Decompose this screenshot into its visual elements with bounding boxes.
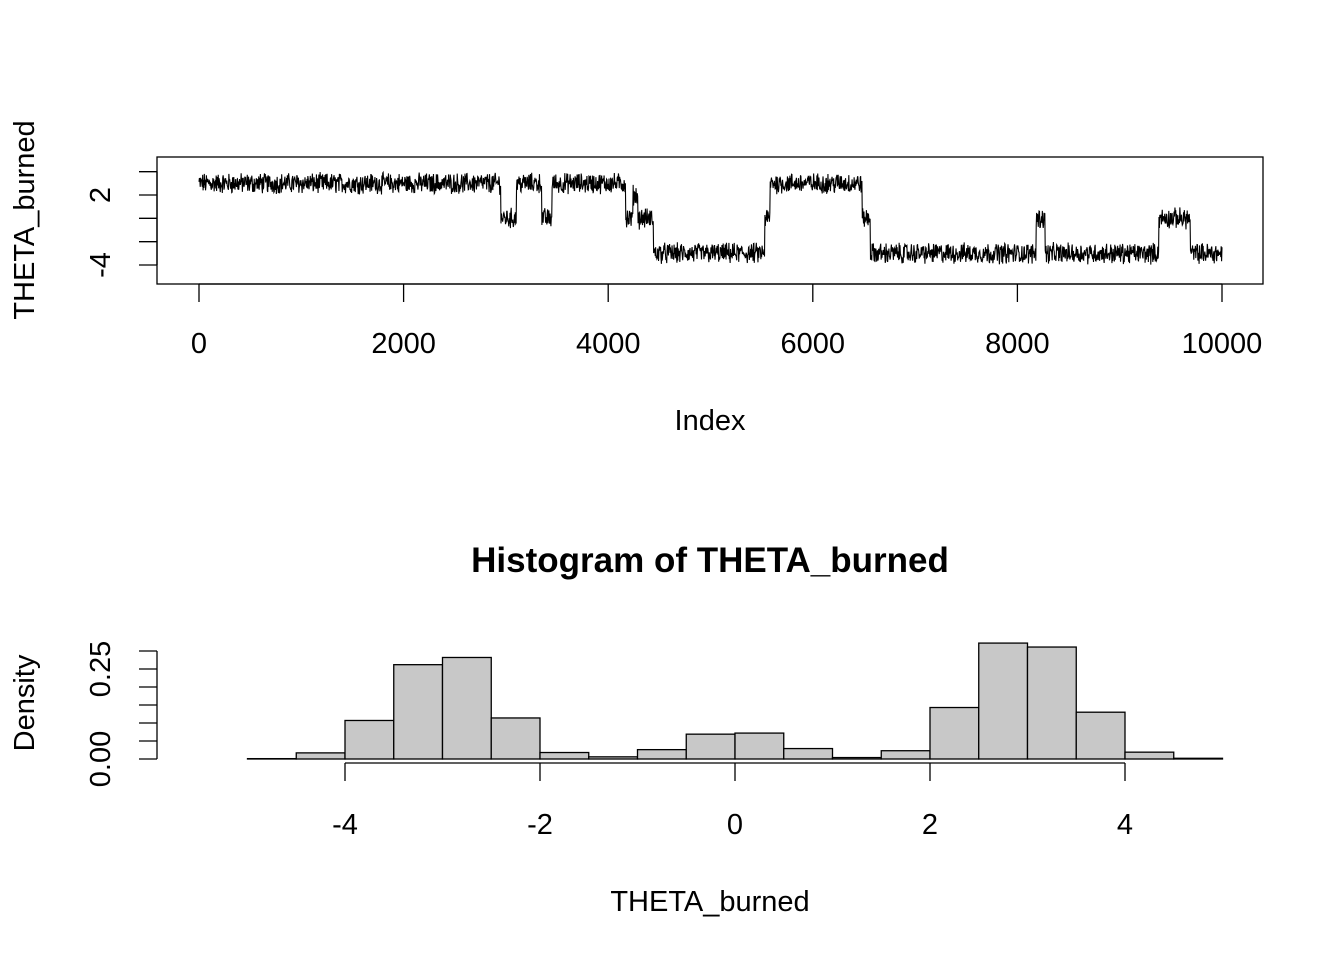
histogram-bar [734,732,785,760]
histogram-x-axis-label: THETA_burned [610,886,809,918]
histogram-x-tick-label: -2 [527,809,553,841]
histogram-y-tick-label: 0.00 [85,731,117,787]
histogram-bar [978,642,1029,760]
trace-line [198,170,1223,265]
histogram-x-axis: -4 -2 0 2 4 [332,762,1133,841]
histogram-x-tick-label: 0 [727,809,743,841]
histogram-bar [636,748,687,760]
histogram-title: Histogram of THETA_burned [471,541,949,580]
histogram-bar [344,719,395,760]
histogram-bar [783,747,834,760]
trace-plot: 0 2000 4000 6000 8000 10000 -4 2 Index THETA_b… [9,120,1264,437]
histogram-y-tick-label: 0.25 [85,641,117,697]
histogram-bar [1026,646,1077,760]
trace-x-tick-label: 6000 [781,328,846,360]
trace-x-axis-label: Index [675,405,746,437]
histogram: Histogram of THETA_burned -4 -2 0 2 4 0.000.… [9,541,1224,918]
histogram-y-axis-label: Density [9,654,41,751]
trace-x-tick-label: 0 [191,328,207,360]
trace-y-tick-label: -4 [85,252,117,278]
trace-x-tick-label: 8000 [985,328,1050,360]
histogram-x-tick-label: 4 [1117,809,1133,841]
trace-x-axis: 0 2000 4000 6000 8000 10000 [191,283,1263,360]
histogram-bar [588,756,639,760]
trace-y-tick-label: 2 [85,187,117,203]
histogram-bar [880,750,931,760]
trace-x-tick-label: 10000 [1182,328,1263,360]
histogram-bar [929,706,980,760]
histogram-y-axis: 0.00 0.25 [85,641,158,787]
histogram-bar [1075,711,1126,760]
histogram-bar [539,751,590,760]
histogram-bar [393,664,444,760]
histogram-x-tick-label: 2 [922,809,938,841]
trace-x-tick-label: 2000 [371,328,436,360]
histogram-bar [441,656,492,760]
histogram-bar [295,752,346,760]
histogram-bar [685,733,736,760]
histogram-x-tick-label: -4 [332,809,358,841]
histogram-bar [1124,751,1175,760]
histogram-bar [1173,757,1224,760]
histogram-bar [831,756,882,760]
trace-y-axis: -4 2 [85,171,158,278]
histogram-bars [246,642,1224,760]
histogram-bar [490,717,541,760]
trace-y-axis-label: THETA_burned [9,120,41,319]
trace-x-tick-label: 4000 [576,328,641,360]
